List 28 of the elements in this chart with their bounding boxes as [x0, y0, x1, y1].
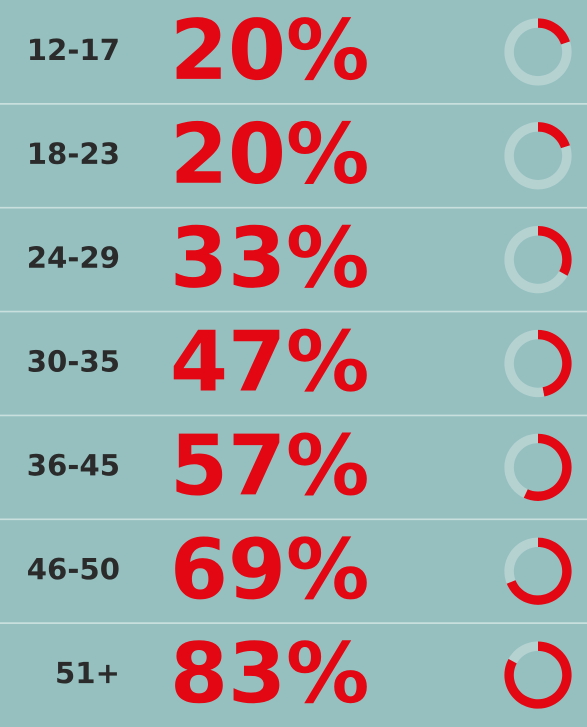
text: 30-35: [28, 350, 118, 372]
donut-slice: [504, 330, 544, 398]
data-label: 33%: [176, 224, 367, 288]
donut-slice: [504, 122, 572, 190]
donut-slice: [508, 641, 538, 664]
donut-slice: [524, 434, 572, 501]
donut-slice: [538, 226, 572, 276]
data-label: 83%: [175, 640, 367, 704]
text: 46-50: [28, 558, 119, 580]
data-label: 47%: [174, 328, 367, 392]
donut-slice: [504, 538, 538, 584]
donut-slice: [538, 330, 572, 397]
text: 36-45: [28, 454, 118, 476]
text: 18-23: [30, 142, 118, 164]
donut-slice: [504, 226, 568, 294]
data-label: 20%: [176, 120, 367, 184]
text: 12-17: [30, 38, 118, 60]
donut-slice: [506, 538, 572, 605]
donut-slice: [538, 18, 570, 44]
donut-slice: [538, 122, 570, 148]
data-label: 69%: [175, 536, 367, 600]
donut-slice: [504, 641, 572, 709]
donut-slice: [504, 434, 538, 498]
donut-slice: [504, 18, 572, 86]
text: 24-29: [29, 246, 118, 268]
text: 51+: [57, 662, 117, 684]
data-label: 57%: [176, 432, 367, 496]
data-label: 20%: [176, 17, 367, 80]
